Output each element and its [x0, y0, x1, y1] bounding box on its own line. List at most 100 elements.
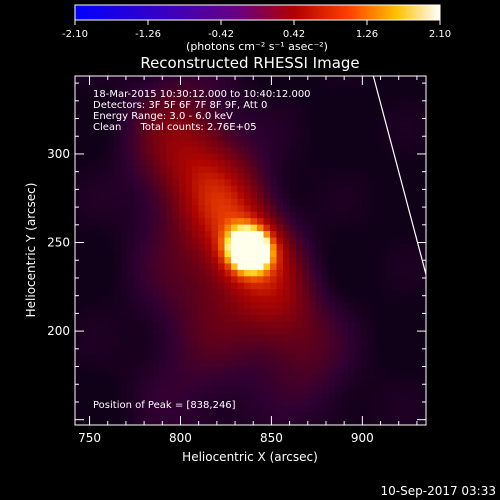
- heatmap-cell: [244, 250, 252, 258]
- heatmap-cell: [270, 405, 278, 413]
- heatmap-cell: [250, 360, 258, 368]
- heatmap-cell: [205, 412, 213, 420]
- heatmap-cell: [393, 263, 401, 271]
- heatmap-cell: [413, 289, 421, 297]
- heatmap-cell: [140, 114, 148, 122]
- heatmap-cell: [153, 205, 161, 213]
- heatmap-cell: [393, 334, 401, 342]
- heatmap-cell: [244, 218, 252, 226]
- heatmap-cell: [289, 373, 297, 381]
- heatmap-cell: [296, 282, 304, 290]
- heatmap-cell: [354, 250, 362, 258]
- heatmap-cell: [192, 88, 200, 96]
- heatmap-cell: [127, 340, 135, 349]
- heatmap-cell: [276, 205, 284, 213]
- heatmap-cell: [419, 205, 426, 213]
- heatmap-cell: [413, 373, 421, 381]
- heatmap-cell: [419, 347, 426, 355]
- heatmap-cell: [88, 412, 96, 420]
- heatmap-cell: [211, 192, 219, 200]
- heatmap-cell: [283, 121, 291, 129]
- heatmap-cell: [218, 289, 226, 297]
- heatmap-cell: [302, 399, 310, 407]
- heatmap-cell: [419, 160, 426, 168]
- heatmap-cell: [361, 392, 369, 400]
- heatmap-cell: [166, 237, 174, 245]
- heatmap-cell: [146, 127, 154, 135]
- heatmap-cell: [341, 82, 349, 90]
- heatmap-cell: [244, 108, 252, 116]
- heatmap-cell: [387, 95, 395, 103]
- heatmap-cell: [387, 308, 395, 316]
- heatmap-cell: [81, 412, 89, 420]
- heatmap-cell: [328, 231, 336, 239]
- heatmap-cell: [393, 276, 401, 284]
- heatmap-cell: [75, 399, 83, 407]
- heatmap-cell: [335, 250, 343, 258]
- heatmap-cell: [94, 353, 102, 361]
- heatmap-cell: [367, 101, 375, 109]
- heatmap-cell: [374, 373, 382, 381]
- heatmap-cell: [315, 140, 323, 148]
- heatmap-cell: [140, 95, 148, 103]
- heatmap-cell: [114, 334, 122, 342]
- heatmap-cell: [296, 114, 304, 122]
- heatmap-cell: [283, 399, 291, 407]
- heatmap-cell: [309, 269, 317, 277]
- heatmap-cell: [289, 211, 297, 219]
- heatmap-cell: [419, 108, 426, 116]
- heatmap-cell: [127, 334, 135, 342]
- heatmap-cell: [146, 263, 154, 271]
- heatmap-cell: [296, 418, 304, 425]
- heatmap-cell: [185, 192, 193, 200]
- heatmap-cell: [146, 76, 154, 84]
- heatmap-cell: [270, 340, 278, 349]
- heatmap-cell: [419, 379, 426, 387]
- heatmap-cell: [140, 295, 148, 303]
- heatmap-cell: [159, 153, 167, 161]
- heatmap-cell: [328, 328, 336, 336]
- heatmap-cell: [101, 256, 109, 265]
- heatmap-cell: [367, 282, 375, 290]
- heatmap-cell: [231, 88, 239, 96]
- heatmap-cell: [393, 127, 401, 135]
- heatmap-cell: [393, 166, 401, 174]
- heatmap-cell: [205, 237, 213, 245]
- heatmap-cell: [231, 211, 239, 219]
- heatmap-cell: [146, 134, 154, 142]
- heatmap-cell: [296, 192, 304, 200]
- heatmap-cell: [224, 147, 232, 155]
- heatmap-cell: [127, 192, 135, 200]
- heatmap-cell: [133, 231, 141, 239]
- heatmap-cell: [107, 192, 115, 200]
- heatmap-cell: [380, 373, 388, 381]
- heatmap-cell: [153, 373, 161, 381]
- heatmap-cell: [179, 399, 187, 407]
- heatmap-cell: [361, 340, 369, 349]
- heatmap-cell: [270, 147, 278, 155]
- heatmap-cell: [179, 218, 187, 226]
- heatmap-cell: [198, 405, 206, 413]
- heatmap-cell: [198, 140, 206, 148]
- heatmap-cell: [296, 340, 304, 349]
- heatmap-cell: [192, 218, 200, 226]
- heatmap-cell: [387, 379, 395, 387]
- heatmap-cell: [211, 315, 219, 323]
- heatmap-cell: [341, 76, 349, 84]
- heatmap-cell: [263, 399, 271, 407]
- heatmap-cell: [250, 211, 258, 219]
- heatmap-cell: [322, 353, 330, 361]
- heatmap-cell: [224, 340, 232, 349]
- heatmap-cell: [114, 82, 122, 90]
- heatmap-cell: [114, 231, 122, 239]
- heatmap-cell: [133, 302, 141, 310]
- heatmap-cell: [133, 412, 141, 420]
- heatmap-cell: [159, 88, 167, 96]
- heatmap-cell: [348, 392, 356, 400]
- heatmap-cell: [413, 256, 421, 265]
- heatmap-cell: [341, 101, 349, 109]
- heatmap-cell: [302, 334, 310, 342]
- heatmap-cell: [354, 392, 362, 400]
- heatmap-cell: [140, 263, 148, 271]
